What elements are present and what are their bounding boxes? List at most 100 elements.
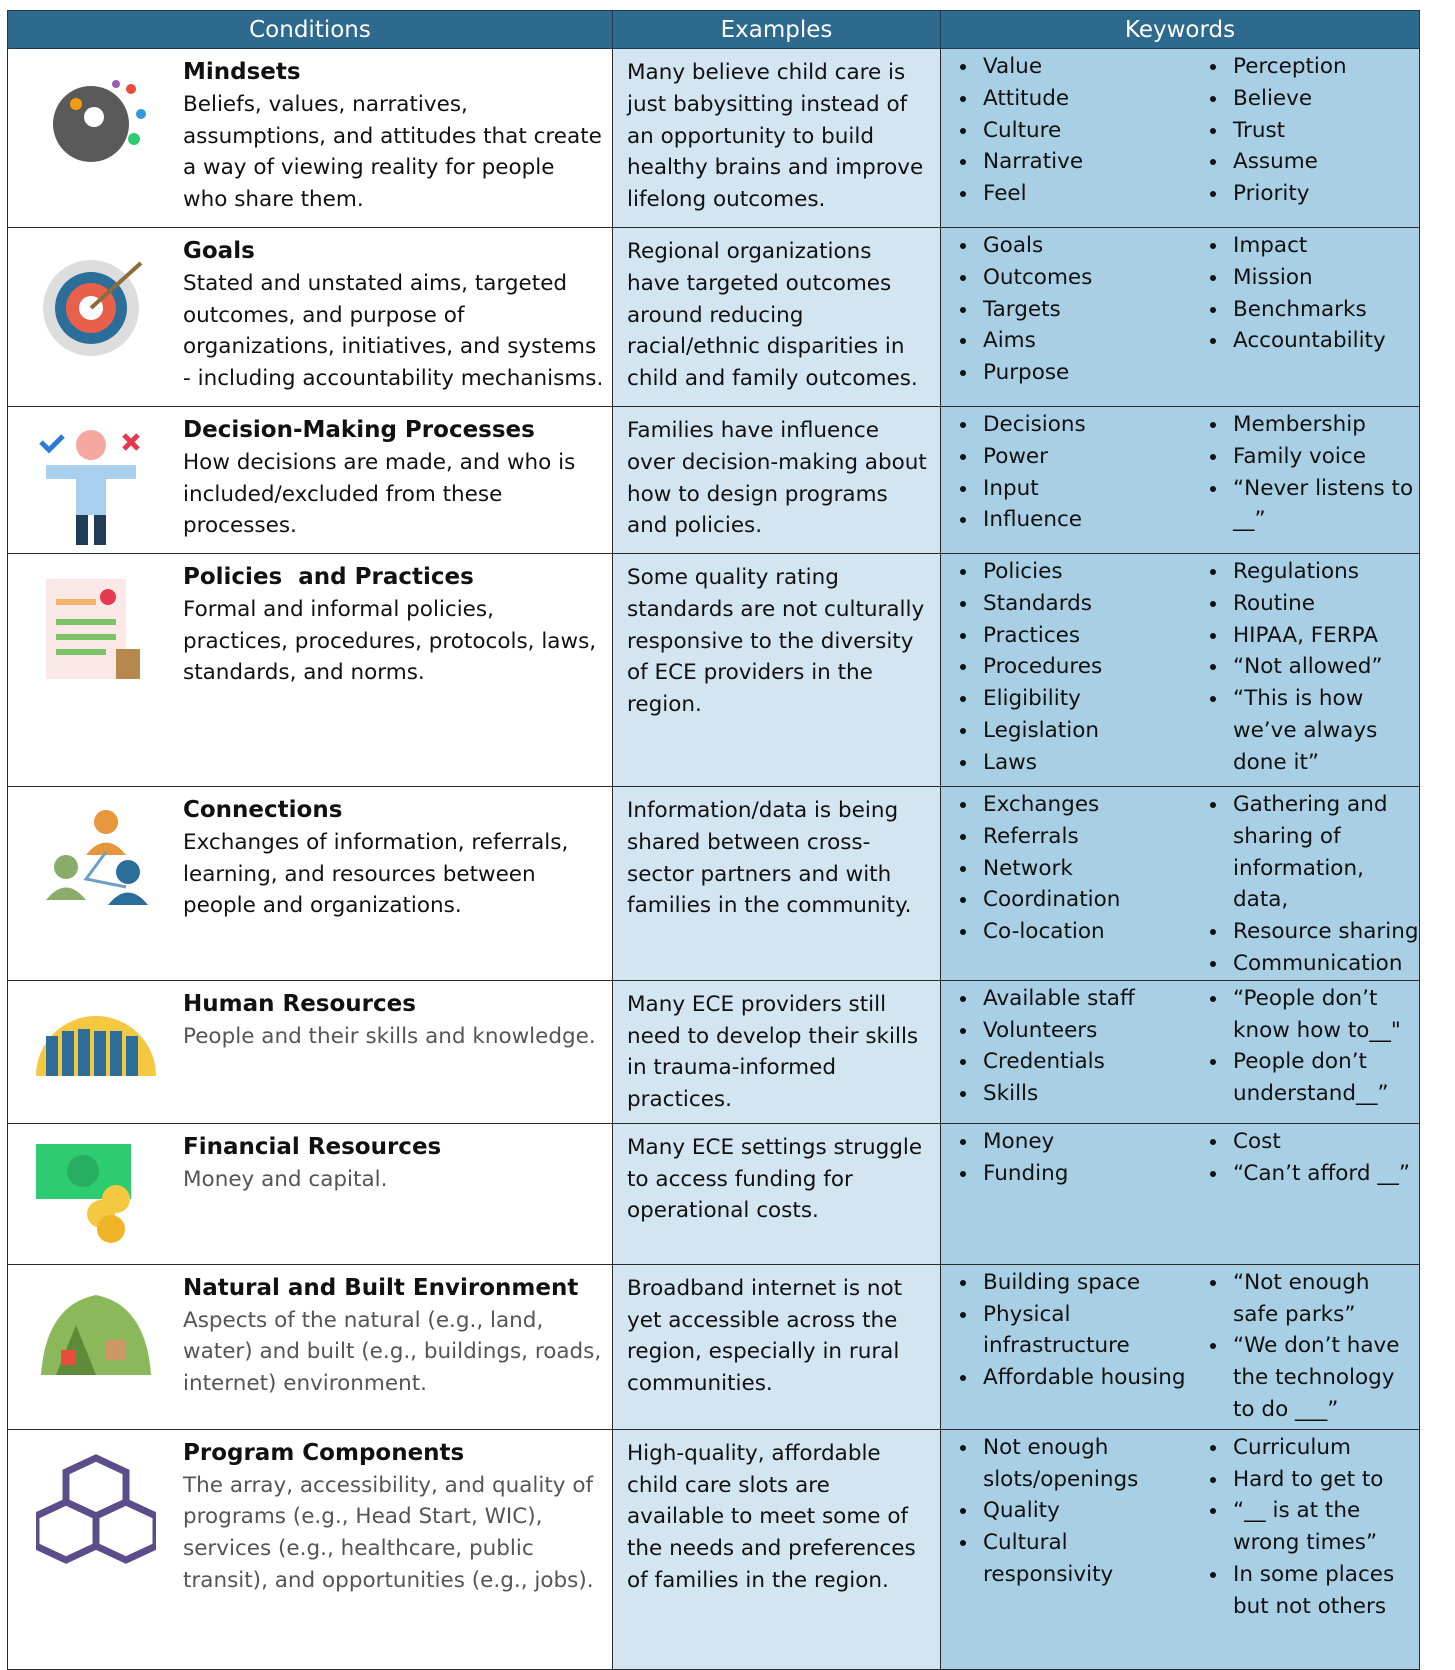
condition-text: Decision-Making Processes How decisions a… [183, 407, 612, 547]
keywords-cell: GoalsOutcomesTargetsAimsPurposeImpactMis… [940, 227, 1420, 407]
condition-row: Mindsets Beliefs, values, narratives, ass… [7, 48, 1420, 228]
condition-cell: Human Resources People and their skills a… [7, 979, 613, 1124]
keyword-list: Available staffVolunteersCredentialsSkil… [941, 983, 1191, 1110]
keyword: Practices [979, 620, 1191, 652]
keyword: Building space [979, 1267, 1191, 1299]
keyword-list: GoalsOutcomesTargetsAimsPurpose [941, 230, 1191, 389]
example-cell: Some quality rating standards are not cu… [612, 553, 941, 787]
condition-cell: Natural and Built Environment Aspects of … [7, 1263, 613, 1430]
condition-title: Program Components [183, 1439, 465, 1466]
icon-box [8, 1265, 183, 1405]
keyword: Culture [979, 115, 1191, 147]
condition-icon [38, 430, 140, 545]
keywords: DecisionsPowerInputInfluenceMembershipFa… [941, 409, 1419, 536]
keywords: ExchangesReferralsNetworkCoordinationCo-… [941, 789, 1419, 980]
keyword: Skills [979, 1078, 1191, 1110]
condition-row: Policies and Practices Formal and informa… [7, 553, 1420, 787]
keyword: Standards [979, 588, 1191, 620]
keyword: Outcomes [979, 262, 1191, 294]
condition-text: Mindsets Beliefs, values, narratives, ass… [183, 49, 612, 216]
keyword-list: ValueAttitudeCultureNarrativeFeel [941, 51, 1191, 210]
keyword: “This is how we’ve always done it” [1229, 683, 1419, 778]
condition-cell: Mindsets Beliefs, values, narratives, ass… [7, 48, 613, 228]
column-header: Keywords [940, 10, 1420, 49]
keyword: Benchmarks [1229, 294, 1419, 326]
condition-description: Money and capital. [183, 1166, 388, 1192]
condition: Program Components The array, accessibili… [8, 1430, 612, 1597]
keyword: Quality [979, 1495, 1191, 1527]
keyword: Credentials [979, 1046, 1191, 1078]
keyword-list: ImpactMissionBenchmarksAccountability [1191, 230, 1419, 389]
keyword: “__ is at the wrong times” [1229, 1495, 1419, 1559]
condition-description: Beliefs, values, narratives, assumptions… [183, 91, 602, 213]
keyword: Exchanges [979, 789, 1191, 821]
keyword: Resource sharing [1229, 916, 1419, 948]
keyword: “Never listens to __” [1229, 473, 1419, 537]
condition-title: Human Resources [183, 990, 416, 1017]
keyword: “Not enough safe parks” [1229, 1267, 1419, 1331]
condition-cell: Program Components The array, accessibili… [7, 1428, 613, 1670]
keywords-cell: MoneyFundingCost“Can’t afford __” [940, 1122, 1420, 1265]
condition-row: Natural and Built Environment Aspects of … [7, 1263, 1420, 1430]
keyword: Money [979, 1126, 1191, 1158]
keyword: Goals [979, 230, 1191, 262]
column-header: Examples [612, 10, 941, 49]
keyword: Cost [1229, 1126, 1419, 1158]
keyword: Cultural responsivity [979, 1527, 1191, 1591]
condition: Policies and Practices Formal and informa… [8, 554, 612, 694]
condition-title: Goals [183, 238, 255, 264]
keyword: “Can’t afford __” [1229, 1158, 1419, 1190]
example-cell: Many believe child care is just babysitt… [612, 48, 941, 228]
keyword: Available staff [979, 983, 1191, 1015]
condition-title: Policies and Practices [183, 564, 474, 590]
keyword: Trust [1229, 115, 1419, 147]
keyword-list: MembershipFamily voice“Never listens to … [1191, 409, 1419, 536]
keywords-cell: DecisionsPowerInputInfluenceMembershipFa… [940, 406, 1420, 554]
conditions-table: Conditions Examples Keywords Mindsets Belie… [7, 10, 1420, 1670]
icon-box [8, 49, 183, 216]
keyword: In some places but not others [1229, 1559, 1419, 1623]
condition-text: Program Components The array, accessibili… [183, 1430, 612, 1597]
condition-icon [45, 579, 140, 679]
keyword: “People don’t know how to__" [1229, 983, 1419, 1047]
keyword: Targets [979, 294, 1191, 326]
condition-row: Goals Stated and unstated aims, targeted … [7, 227, 1420, 407]
keyword: Narrative [979, 146, 1191, 178]
condition: Connections Exchanges of information, ref… [8, 787, 612, 927]
keyword: Physical infrastructure [979, 1299, 1191, 1363]
condition: Financial Resources Money and capital. [8, 1124, 612, 1264]
condition-title: Natural and Built Environment [183, 1274, 579, 1301]
condition-icon [35, 1143, 131, 1243]
keyword: Power [979, 441, 1191, 473]
keyword-list: Gathering and sharing of information, da… [1191, 789, 1419, 980]
condition: Natural and Built Environment Aspects of … [8, 1265, 612, 1405]
keywords-cell: Building spacePhysical infrastructureAff… [940, 1263, 1420, 1430]
condition-title: Decision-Making Processes [183, 417, 535, 443]
keywords-cell: Not enough slots/openingsQualityCultural… [940, 1428, 1420, 1670]
condition-title: Connections [183, 797, 343, 823]
keyword-list: Cost“Can’t afford __” [1191, 1126, 1419, 1190]
keyword: HIPAA, FERPA [1229, 620, 1419, 652]
example-cell: Families have influence over decision-ma… [612, 406, 941, 554]
keyword: Gathering and sharing of information, da… [1229, 789, 1419, 916]
keyword: Aims [979, 325, 1191, 357]
keyword: Routine [1229, 588, 1419, 620]
condition-description: The array, accessibility, and quality of… [183, 1472, 594, 1593]
condition-description: People and their skills and knowledge. [183, 1023, 596, 1049]
keyword: Impact [1229, 230, 1419, 262]
keywords: GoalsOutcomesTargetsAimsPurposeImpactMis… [941, 230, 1419, 389]
condition-icon [52, 80, 146, 162]
keyword: Value [979, 51, 1191, 83]
keyword: Regulations [1229, 556, 1419, 588]
example-cell: Many ECE settings struggle to access fun… [612, 1122, 941, 1265]
condition-icon [45, 810, 148, 905]
keyword-list: ExchangesReferralsNetworkCoordinationCo-… [941, 789, 1191, 980]
keyword: Feel [979, 178, 1191, 210]
keywords-cell: ValueAttitudeCultureNarrativeFeelPercept… [940, 48, 1420, 228]
condition-row: Program Components The array, accessibili… [7, 1428, 1420, 1670]
keyword: Laws [979, 747, 1191, 779]
keyword: Volunteers [979, 1015, 1191, 1047]
keyword: Funding [979, 1158, 1191, 1190]
keyword: Purpose [979, 357, 1191, 389]
condition-description: Formal and informal policies, practices,… [183, 596, 597, 686]
